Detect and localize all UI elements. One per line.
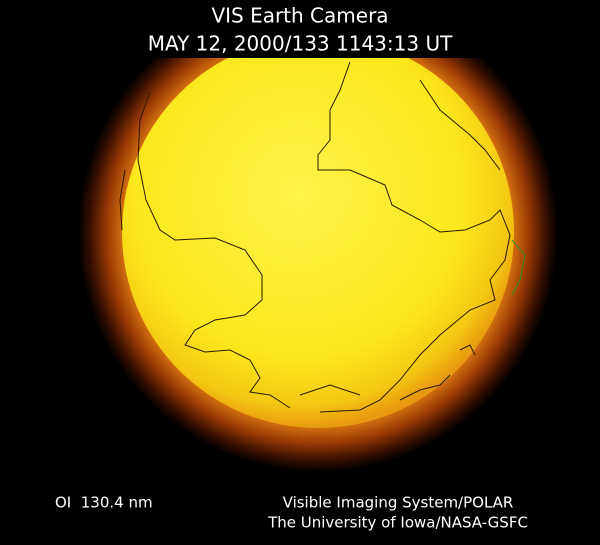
coastline	[419, 79, 501, 171]
coastline	[137, 91, 291, 409]
coastline	[317, 61, 511, 413]
credit: The University of Iowa/NASA-GSFC	[267, 514, 528, 532]
wavelength: OI 130.4 nm	[55, 494, 153, 512]
terminator-line	[511, 239, 526, 296]
timestamp: MAY 12, 2000/133 1143:13 UT	[148, 32, 453, 56]
coastline	[119, 169, 126, 231]
earth	[78, 58, 558, 472]
earth-disk	[122, 58, 514, 428]
title: VIS Earth Camera	[211, 4, 388, 28]
coastline	[299, 344, 476, 401]
instrument: Visible Imaging System/POLAR	[283, 494, 514, 512]
